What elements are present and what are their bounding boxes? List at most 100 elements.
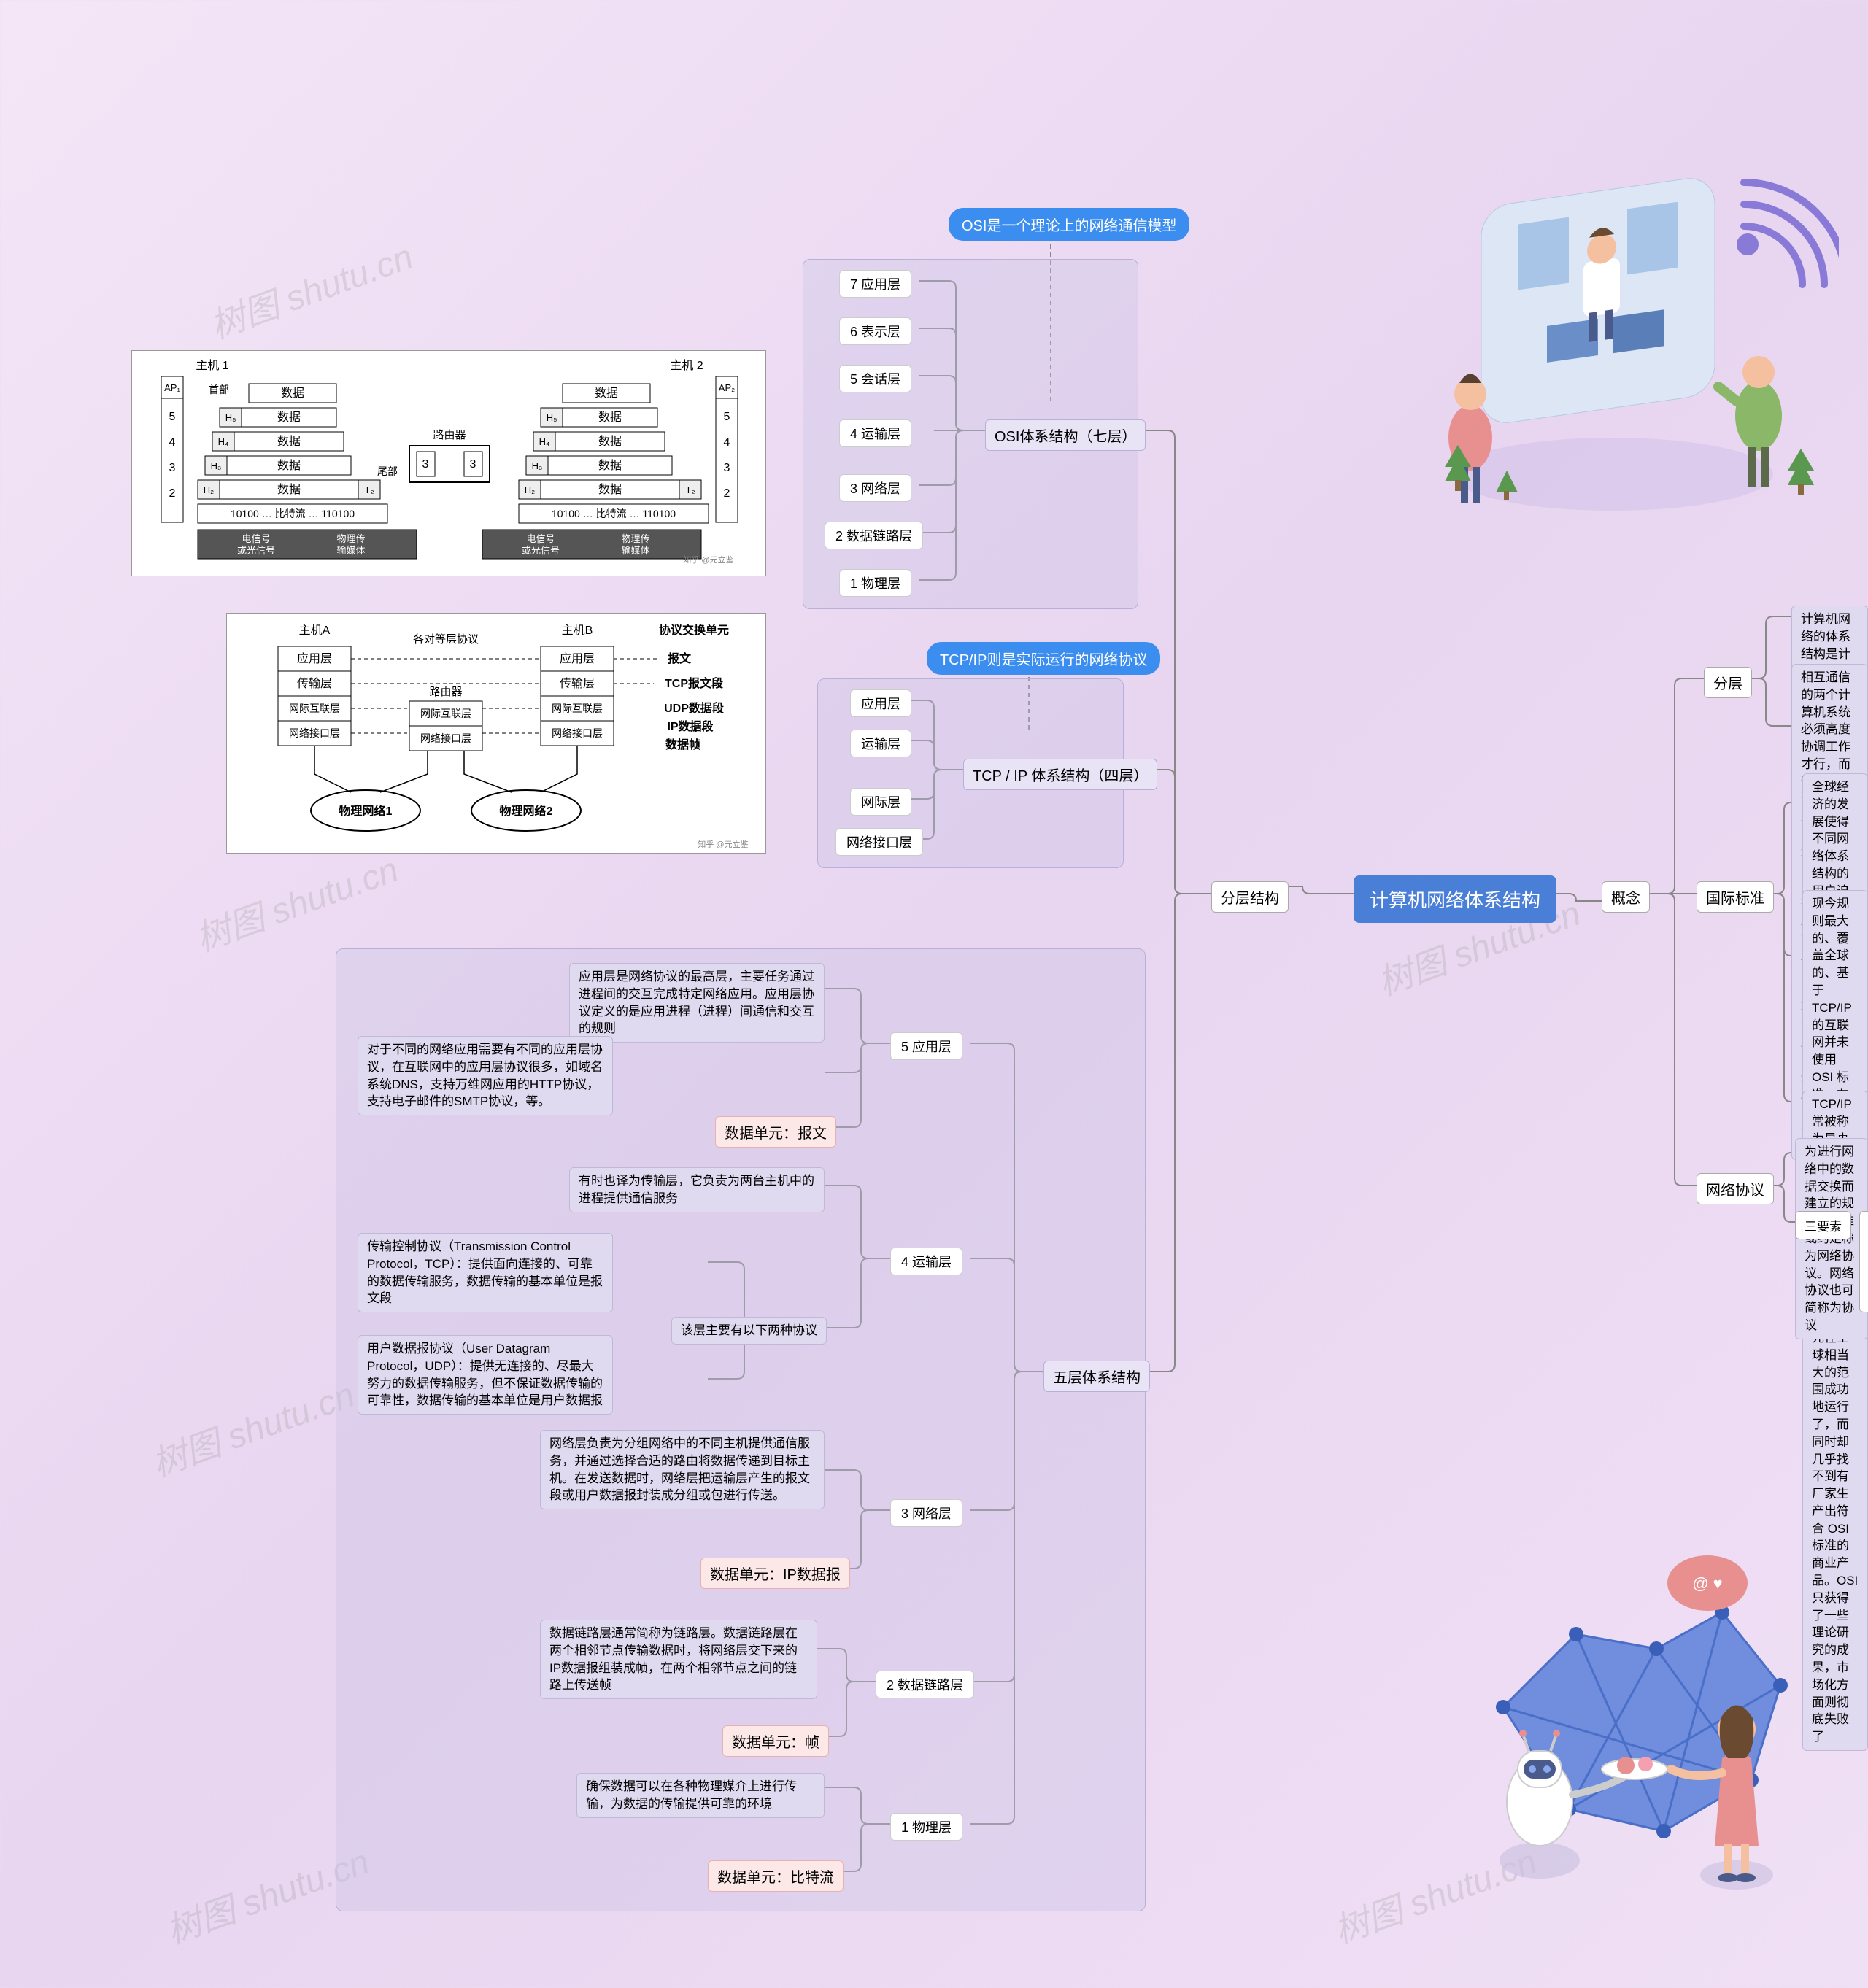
svg-text:数据: 数据	[598, 435, 622, 448]
five-l5-desc2: 对于不同的网络应用需要有不同的应用层协议，在互联网中的应用层协议很多，如域名系统…	[358, 1036, 613, 1115]
svg-text:物理传: 物理传	[336, 533, 365, 544]
svg-text:H₃: H₃	[532, 460, 543, 471]
five-l5[interactable]: 5 应用层	[890, 1032, 962, 1060]
svg-text:数据帧: 数据帧	[665, 738, 700, 751]
svg-text:知乎 @元立鉴: 知乎 @元立鉴	[698, 839, 748, 849]
svg-text:物理网络2: 物理网络2	[500, 804, 553, 818]
five-l2-data: 数据单元：帧	[722, 1725, 829, 1757]
svg-text:网际互联层: 网际互联层	[420, 708, 471, 719]
svg-text:3: 3	[422, 458, 429, 471]
central-topic[interactable]: 计算机网络体系结构	[1354, 875, 1556, 923]
five-l3-desc: 网络层负责为分组网络中的不同主机提供通信服务，并通过选择合适的路由将数据传递到目…	[540, 1430, 825, 1509]
svg-text:3: 3	[169, 462, 176, 474]
svg-text:2: 2	[169, 487, 176, 500]
tcpip-trans[interactable]: 运输层	[850, 730, 911, 757]
svg-text:传输层: 传输层	[297, 677, 332, 690]
watermark: 树图 shutu.cn	[144, 1366, 360, 1486]
branch-layered[interactable]: 分层结构	[1211, 881, 1289, 913]
svg-text:3: 3	[470, 458, 476, 471]
five-l5-data: 数据单元：报文	[715, 1116, 836, 1148]
svg-text:报文: 报文	[668, 651, 692, 665]
svg-text:路由器: 路由器	[433, 429, 466, 441]
svg-text:或光信号: 或光信号	[522, 545, 560, 556]
concept-layering[interactable]: 分层	[1704, 667, 1752, 698]
protocol-elements[interactable]: 三要素	[1795, 1211, 1851, 1239]
five-l4-desc2: 该层主要有以下两种协议	[671, 1317, 827, 1345]
svg-text:主机A: 主机A	[299, 624, 331, 637]
concept-protocol[interactable]: 网络协议	[1697, 1173, 1774, 1204]
five-l1[interactable]: 1 物理层	[890, 1813, 962, 1841]
svg-text:协议交换单元: 协议交换单元	[659, 623, 729, 637]
tcpip-link[interactable]: 网络接口层	[835, 828, 923, 856]
svg-text:5: 5	[724, 411, 730, 423]
svg-text:各对等层协议: 各对等层协议	[413, 633, 479, 646]
svg-text:网络接口层: 网络接口层	[289, 727, 340, 739]
five-l3[interactable]: 3 网络层	[890, 1499, 962, 1527]
svg-text:T₂: T₂	[365, 484, 374, 495]
svg-text:数据: 数据	[595, 387, 618, 400]
svg-text:网络接口层: 网络接口层	[552, 727, 603, 739]
svg-text:数据: 数据	[598, 459, 622, 472]
five-l2[interactable]: 2 数据链路层	[876, 1671, 974, 1698]
svg-text:网际互联层: 网际互联层	[289, 703, 340, 714]
svg-text:10100 … 比特流 … 110100: 10100 … 比特流 … 110100	[231, 508, 355, 519]
osi-l6[interactable]: 6 表示层	[839, 317, 911, 345]
svg-text:IP数据段: IP数据段	[667, 719, 714, 733]
decorative-illustration-top	[1401, 160, 1839, 540]
svg-text:电信号: 电信号	[526, 533, 555, 544]
concept-standard[interactable]: 国际标准	[1697, 881, 1774, 913]
tcpip-app[interactable]: 应用层	[850, 689, 911, 717]
embedded-diagram-hosts: 主机 1 主机 2 AP₁ 5432 数据 H₅数据 H₄数据 H₃数据 H₂数…	[131, 350, 766, 576]
embedded-diagram-pdu: 主机A 主机B 各对等层协议 协议交换单元 应用层 传输层 网际互联层 网络接口…	[226, 613, 766, 854]
svg-text:2: 2	[724, 487, 730, 500]
svg-text:H₄: H₄	[539, 436, 550, 447]
five-l2-desc: 数据链路层通常简称为链路层。数据链路层在两个相邻节点传输数据时，将网络层交下来的…	[540, 1620, 817, 1699]
osi-l7[interactable]: 7 应用层	[839, 270, 911, 298]
svg-text:主机B: 主机B	[562, 624, 593, 637]
svg-text:物理传: 物理传	[621, 533, 649, 544]
osi-l4[interactable]: 4 运输层	[839, 419, 911, 447]
tcpip-net[interactable]: 网际层	[850, 788, 911, 816]
branch-concept[interactable]: 概念	[1602, 881, 1650, 913]
svg-text:TCP报文段: TCP报文段	[665, 676, 724, 690]
svg-text:输媒体: 输媒体	[336, 545, 365, 556]
svg-text:UDP数据段: UDP数据段	[664, 701, 725, 715]
five-l3-data: 数据单元：IP数据报	[700, 1558, 850, 1589]
five-l4[interactable]: 4 运输层	[890, 1248, 962, 1275]
svg-text:主机 2: 主机 2	[670, 359, 703, 372]
svg-text:数据: 数据	[277, 411, 301, 424]
tcpip-struct[interactable]: TCP / IP 体系结构（四层）	[963, 759, 1157, 790]
five-struct[interactable]: 五层体系结构	[1043, 1361, 1150, 1392]
watermark: 树图 shutu.cn	[202, 228, 419, 348]
osi-l1[interactable]: 1 物理层	[839, 569, 911, 597]
svg-text:@ ♥: @ ♥	[1692, 1574, 1723, 1593]
svg-text:H₅: H₅	[225, 412, 236, 423]
svg-text:数据: 数据	[598, 483, 622, 496]
svg-text:H₃: H₃	[211, 460, 222, 471]
svg-text:网际互联层: 网际互联层	[552, 703, 603, 714]
svg-text:数据: 数据	[277, 459, 301, 472]
osi-l5[interactable]: 5 会话层	[839, 365, 911, 392]
svg-text:3: 3	[724, 462, 730, 474]
five-l5-desc1: 应用层是网络协议的最高层，主要任务通过进程间的交互完成特定网络应用。应用层协议定…	[569, 963, 825, 1043]
svg-text:数据: 数据	[277, 483, 301, 496]
five-l1-data: 数据单元：比特流	[708, 1860, 844, 1892]
svg-text:应用层: 应用层	[297, 651, 332, 665]
osi-struct[interactable]: OSI体系结构（七层）	[985, 419, 1146, 451]
svg-text:物理网络1: 物理网络1	[339, 804, 393, 818]
svg-text:T₂: T₂	[686, 484, 695, 495]
svg-text:H₂: H₂	[204, 484, 214, 495]
svg-text:应用层: 应用层	[560, 651, 595, 665]
svg-text:4: 4	[169, 436, 176, 449]
svg-text:4: 4	[724, 436, 730, 449]
five-l4-tcp: 传输控制协议（Transmission Control Protocol，TCP…	[358, 1233, 613, 1312]
svg-text:H₂: H₂	[525, 484, 535, 495]
svg-text:或光信号: 或光信号	[237, 545, 275, 556]
osi-l2[interactable]: 2 数据链路层	[825, 522, 923, 549]
five-l4-udp: 用户数据报协议（User Datagram Protocol，UDP）：提供无连…	[358, 1335, 613, 1415]
svg-text:H₅: H₅	[547, 412, 557, 423]
watermark: 树图 shutu.cn	[188, 840, 404, 961]
osi-l3[interactable]: 3 网络层	[839, 474, 911, 502]
svg-text:主机 1: 主机 1	[196, 359, 228, 372]
tcpip-title: TCP/IP则是实际运行的网络协议	[927, 642, 1160, 675]
